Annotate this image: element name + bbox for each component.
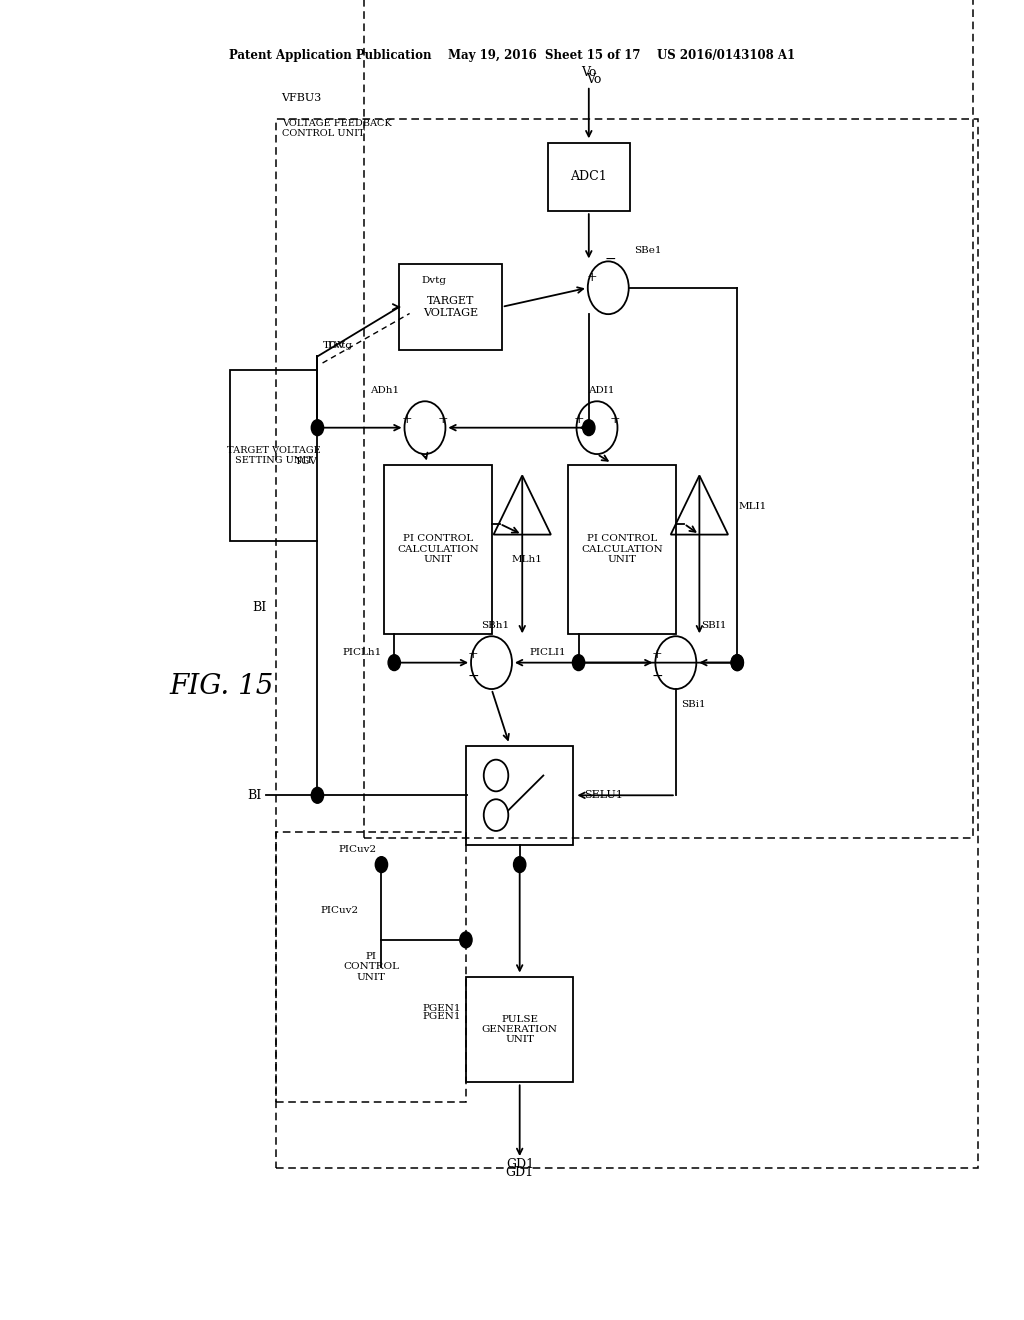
Text: PICuv2: PICuv2 bbox=[338, 845, 377, 854]
Circle shape bbox=[731, 655, 743, 671]
Text: +: + bbox=[438, 413, 449, 426]
Circle shape bbox=[460, 932, 472, 948]
Bar bbox=[466, 746, 573, 845]
Bar bbox=[276, 832, 466, 1102]
Text: +: + bbox=[652, 648, 663, 661]
Text: PULSE
GENERATION
UNIT: PULSE GENERATION UNIT bbox=[481, 1015, 558, 1044]
Text: Patent Application Publication    May 19, 2016  Sheet 15 of 17    US 2016/014310: Patent Application Publication May 19, 2… bbox=[229, 49, 795, 62]
Text: TGV: TGV bbox=[295, 458, 317, 466]
Text: PI CONTROL
CALCULATION
UNIT: PI CONTROL CALCULATION UNIT bbox=[397, 535, 478, 564]
Text: VOLTAGE FEEDBACK
CONTROL UNIT: VOLTAGE FEEDBACK CONTROL UNIT bbox=[282, 119, 391, 139]
Text: PGEN1: PGEN1 bbox=[422, 1012, 461, 1020]
Text: BI: BI bbox=[247, 789, 261, 801]
Text: +: + bbox=[587, 271, 597, 284]
Circle shape bbox=[388, 655, 400, 671]
Text: −: − bbox=[604, 252, 616, 265]
Bar bbox=[276, 119, 978, 1168]
Text: +: + bbox=[573, 413, 584, 426]
Text: TGV: TGV bbox=[323, 341, 345, 350]
Text: −: − bbox=[651, 669, 664, 682]
Text: SBh1: SBh1 bbox=[481, 620, 510, 630]
Text: ADI1: ADI1 bbox=[588, 385, 614, 395]
Bar bbox=[230, 370, 317, 541]
Text: PICuv2: PICuv2 bbox=[321, 907, 358, 915]
Text: PGEN1: PGEN1 bbox=[422, 1005, 461, 1012]
Text: PICLh1: PICLh1 bbox=[343, 648, 382, 656]
Text: Vo: Vo bbox=[581, 66, 597, 79]
Circle shape bbox=[731, 655, 743, 671]
Text: ADC1: ADC1 bbox=[570, 170, 607, 183]
Text: SBI1: SBI1 bbox=[701, 620, 727, 630]
Text: GD1: GD1 bbox=[506, 1166, 534, 1179]
Text: GD1: GD1 bbox=[506, 1158, 535, 1171]
Text: SBe1: SBe1 bbox=[634, 246, 662, 255]
Text: MLh1: MLh1 bbox=[512, 556, 543, 564]
Text: PI CONTROL
CALCULATION
UNIT: PI CONTROL CALCULATION UNIT bbox=[582, 535, 663, 564]
Circle shape bbox=[376, 857, 388, 873]
Circle shape bbox=[311, 420, 324, 436]
Text: VFBU3: VFBU3 bbox=[282, 92, 322, 103]
Text: +: + bbox=[610, 413, 621, 426]
Bar bbox=[568, 465, 676, 634]
Text: BI: BI bbox=[252, 601, 266, 614]
Text: PI
CONTROL
UNIT: PI CONTROL UNIT bbox=[343, 952, 399, 982]
Bar bbox=[548, 143, 630, 211]
Text: TARGET VOLTAGE
SETTING UNIT: TARGET VOLTAGE SETTING UNIT bbox=[227, 446, 321, 465]
Bar bbox=[466, 977, 573, 1082]
Text: −: − bbox=[467, 669, 479, 682]
Bar bbox=[364, 0, 973, 838]
Circle shape bbox=[583, 420, 595, 436]
Text: SELU1: SELU1 bbox=[584, 791, 623, 800]
Text: FIG. 15: FIG. 15 bbox=[169, 673, 273, 700]
Text: Dvtg: Dvtg bbox=[422, 276, 446, 285]
Circle shape bbox=[572, 655, 585, 671]
Text: SBi1: SBi1 bbox=[681, 700, 706, 709]
Text: Dvtg: Dvtg bbox=[328, 341, 352, 350]
Circle shape bbox=[311, 787, 324, 803]
Bar bbox=[384, 465, 492, 634]
Text: TARGET
VOLTAGE: TARGET VOLTAGE bbox=[423, 296, 478, 318]
Text: +: + bbox=[401, 413, 412, 426]
Circle shape bbox=[514, 857, 526, 873]
Text: MLI1: MLI1 bbox=[738, 503, 767, 511]
Text: ADh1: ADh1 bbox=[371, 385, 399, 395]
Text: +: + bbox=[468, 648, 478, 661]
Bar bbox=[399, 264, 502, 350]
Text: PICLI1: PICLI1 bbox=[529, 648, 566, 656]
Text: Vo: Vo bbox=[586, 73, 602, 86]
